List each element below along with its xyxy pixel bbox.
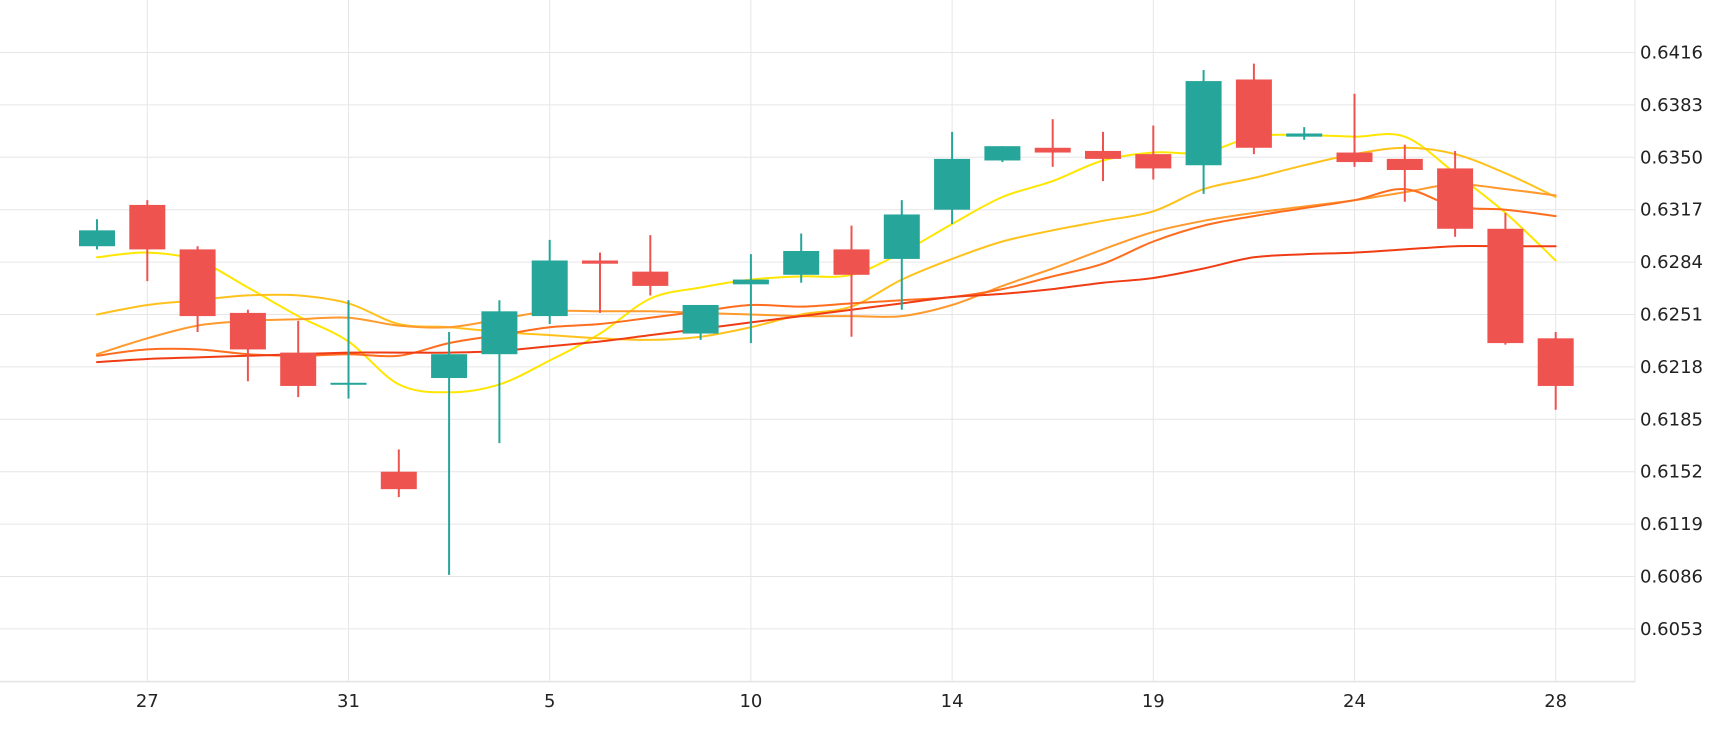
candle-body [380,471,417,490]
candle-down [1386,144,1423,202]
candle-body [1034,147,1071,153]
x-axis: 27 31 5 10 14 19 24 28 [136,691,1567,712]
candle-body [531,260,568,317]
y-tick-label: 0.6119 [1640,514,1703,535]
y-tick-label: 0.6185 [1640,409,1703,430]
y-tick-label: 0.6251 [1640,305,1703,326]
candle-up [1286,127,1323,140]
candle-down [1034,119,1071,167]
moving-average-line [96,188,1557,358]
candle-up [79,219,115,250]
y-axis: 0.6416 0.6383 0.6350 0.6317 0.6284 0.6251 0.62… [1640,43,1703,640]
candle-body [783,250,820,275]
candle-body [1336,152,1373,163]
candle-body [883,214,920,259]
candle-body [1286,133,1323,137]
grid [0,0,1636,683]
candle-body [280,352,317,386]
candle-body [1386,158,1423,171]
candle-body [79,230,115,247]
candle-body [1437,168,1474,229]
x-tick-label: 10 [739,691,762,712]
candle-body [1085,150,1121,159]
candle-body [179,249,216,317]
candle-down [1537,331,1574,410]
candle-up [883,200,920,310]
candle-body [330,382,367,385]
candle-body [129,204,166,250]
y-tick-label: 0.6218 [1640,357,1703,378]
y-tick-label: 0.6317 [1640,200,1703,221]
candle-down [380,449,417,498]
y-tick-label: 0.6416 [1640,43,1703,64]
candle-up [783,233,820,283]
candle-down [582,252,618,313]
candle-up [732,254,769,344]
candle-up [531,239,568,325]
moving-average-line [96,146,1557,341]
candle-up [330,300,367,399]
y-tick-label: 0.6350 [1640,147,1703,168]
y-tick-label: 0.6152 [1640,462,1703,483]
x-tick-label: 27 [136,691,159,712]
candle-up [682,304,719,340]
candle-up [481,300,518,444]
candle-body [229,312,266,350]
candle-body [1185,81,1222,166]
candle-up [984,146,1021,163]
candle-down [1135,125,1172,180]
candle-down [1487,212,1524,345]
x-tick-label: 28 [1544,691,1567,712]
candle-up [934,131,971,224]
x-tick-label: 24 [1343,691,1366,712]
candle-down [179,246,216,332]
candle-body [632,271,669,286]
x-tick-label: 14 [941,691,964,712]
candle-body [934,158,971,210]
y-tick-label: 0.6284 [1640,252,1703,273]
candle-body [833,249,870,275]
candle-down [632,235,669,296]
candle-down [129,200,166,282]
y-tick-label: 0.6383 [1640,95,1703,116]
candle-body [984,146,1021,161]
candle-body [1537,338,1574,386]
moving-average-line [96,244,1557,364]
candle-down [1235,63,1272,155]
candle-body [1235,79,1272,148]
y-tick-label: 0.6086 [1640,567,1703,588]
candle-down [1437,150,1474,237]
candle-body [1135,154,1172,169]
candle-body [1487,228,1524,344]
candle-up [431,331,468,575]
candle-up [1185,69,1222,194]
candle-down [280,320,317,398]
x-tick-label: 31 [337,691,360,712]
y-tick-label: 0.6053 [1640,619,1703,640]
moving-average-line [96,183,1557,356]
candle-down [229,309,266,382]
x-tick-label: 19 [1142,691,1165,712]
candle-body [431,354,468,379]
candles [79,63,1574,575]
candle-body [481,311,518,355]
candle-body [582,260,618,264]
x-tick-label: 5 [544,691,555,712]
candle-down [1085,131,1121,182]
candle-body [732,279,769,285]
candle-down [833,225,870,337]
candle-body [682,304,719,334]
candle-down [1336,93,1373,167]
moving-averages [96,133,1557,394]
